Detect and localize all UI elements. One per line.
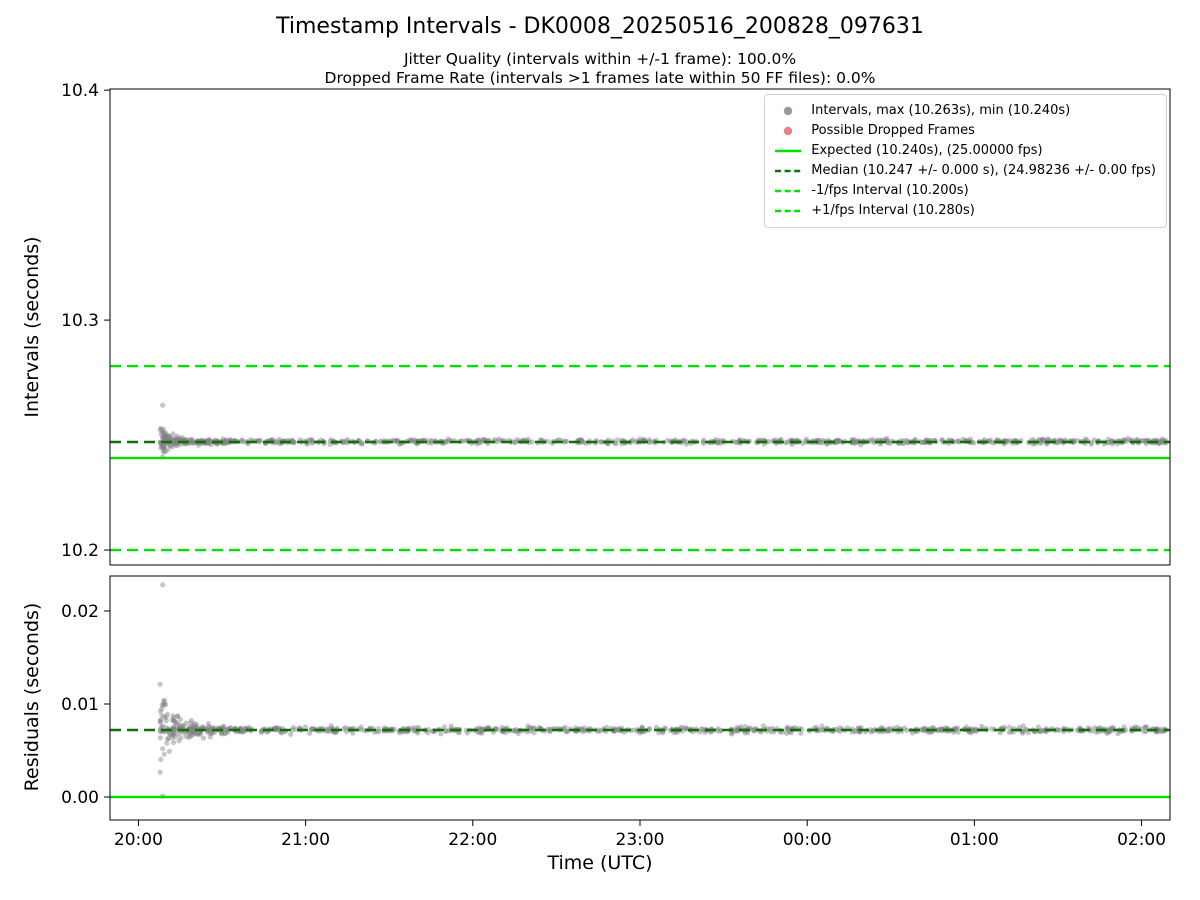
legend-item-label: Median (10.247 +/- 0.000 s), (24.98236 +…: [811, 163, 1156, 178]
intervals-scatter: [157, 402, 1169, 460]
legend-marker-line-icon: [775, 169, 802, 172]
x-tick-label: 23:00: [616, 830, 665, 850]
y-tick-label: 0.02: [61, 602, 99, 622]
chart-title: Timestamp Intervals - DK0008_20250516_20…: [276, 14, 924, 39]
x-tick-label: 21:00: [281, 830, 330, 850]
legend: Intervals, max (10.263s), min (10.240s) P…: [764, 94, 1167, 228]
y-tick-label: 10.4: [61, 81, 99, 101]
legend-marker-line-icon: [775, 149, 802, 152]
subtitle-dropped-frame-rate: Dropped Frame Rate (intervals >1 frames …: [324, 69, 876, 87]
legend-marker-line-icon: [775, 189, 802, 192]
legend-item-label: Possible Dropped Frames: [811, 123, 975, 138]
legend-item: +1/fps Interval (10.280s): [773, 202, 1156, 219]
subtitle-jitter-quality: Jitter Quality (intervals within +/-1 fr…: [403, 50, 797, 68]
legend-marker-dot-icon: [784, 126, 793, 135]
x-tick-label: 01:00: [950, 830, 999, 850]
legend-item-label: +1/fps Interval (10.280s): [811, 203, 975, 218]
legend-item: -1/fps Interval (10.200s): [773, 182, 1156, 199]
y-axis-label-residuals: Residuals (seconds): [21, 602, 43, 792]
residuals-scatter: [157, 582, 1169, 799]
residuals-axes-frame: [109, 575, 1171, 821]
x-axis-label: Time (UTC): [547, 852, 653, 874]
legend-item-label: Intervals, max (10.263s), min (10.240s): [811, 103, 1071, 118]
x-tick-label: 20:00: [114, 830, 163, 850]
legend-item: Median (10.247 +/- 0.000 s), (24.98236 +…: [773, 162, 1156, 179]
x-tick-label: 22:00: [448, 830, 497, 850]
y-tick-label: 0.01: [61, 695, 99, 715]
legend-item-label: Expected (10.240s), (25.00000 fps): [811, 143, 1043, 158]
y-tick-label: 0.00: [61, 788, 99, 808]
legend-item: Possible Dropped Frames: [773, 122, 1156, 139]
x-tick-label: 00:00: [783, 830, 832, 850]
legend-item-label: -1/fps Interval (10.200s): [811, 183, 969, 198]
legend-marker-line-icon: [775, 209, 802, 212]
y-tick-label: 10.3: [61, 311, 99, 331]
legend-item: Expected (10.240s), (25.00000 fps): [773, 142, 1156, 159]
y-axis-label-intervals: Intervals (seconds): [21, 236, 43, 418]
intervals-axes-frame: [109, 88, 1171, 566]
y-tick-label: 10.2: [61, 541, 99, 561]
legend-marker-dot-icon: [784, 106, 793, 115]
legend-item: Intervals, max (10.263s), min (10.240s): [773, 102, 1156, 119]
x-tick-label: 02:00: [1117, 830, 1166, 850]
